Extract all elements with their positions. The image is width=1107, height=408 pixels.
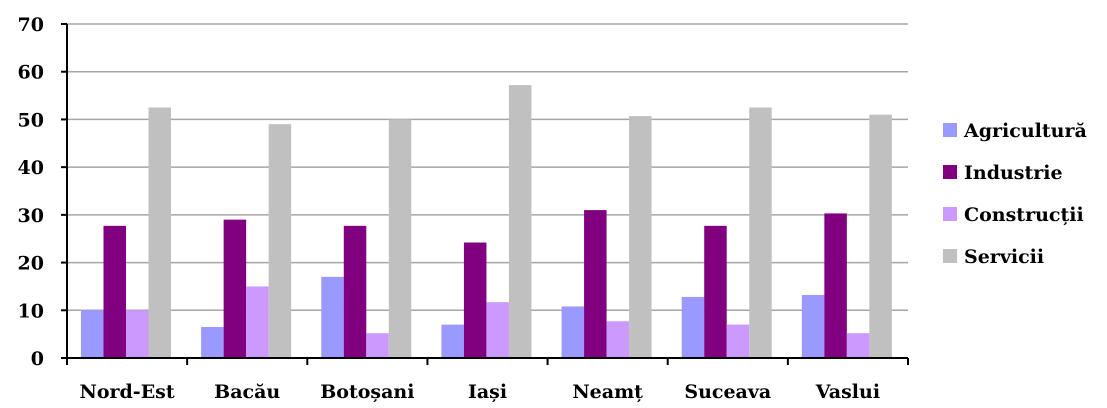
legend: Agricultură Industrie Construcții Servicii xyxy=(943,120,1087,268)
y-tick-label: 60 xyxy=(18,62,44,84)
x-category-label: Bacău xyxy=(214,381,280,403)
bar xyxy=(629,116,652,359)
bars xyxy=(81,85,892,359)
bar xyxy=(223,219,247,358)
bar xyxy=(846,333,870,358)
y-tick-label: 0 xyxy=(31,348,44,370)
x-category-label: Vaslui xyxy=(815,381,880,403)
bar xyxy=(486,302,509,358)
bar xyxy=(824,213,847,358)
legend-label: Construcții xyxy=(964,204,1084,226)
bar xyxy=(704,225,727,358)
bar xyxy=(606,321,630,358)
bar xyxy=(268,124,292,358)
bar xyxy=(441,324,464,358)
axes: 0 10 20 30 40 50 60 70 Nord-Est Bacău Botoșani Iași… xyxy=(18,14,909,403)
legend-label: Servicii xyxy=(964,246,1044,268)
x-category-label: Suceava xyxy=(684,381,771,403)
bar xyxy=(726,324,750,358)
legend-swatch xyxy=(943,123,957,137)
bar xyxy=(148,107,171,358)
legend-label: Agricultură xyxy=(963,120,1087,142)
bar xyxy=(749,107,772,358)
y-tick-label: 40 xyxy=(18,157,44,179)
y-tick-label: 20 xyxy=(18,253,44,275)
bar xyxy=(869,114,892,359)
bar xyxy=(561,306,585,358)
bar xyxy=(366,333,389,358)
bar xyxy=(463,242,487,358)
x-category-label: Neamț xyxy=(572,381,643,403)
x-category-label: Botoșani xyxy=(320,381,414,403)
bar xyxy=(201,326,224,358)
legend-swatch xyxy=(943,249,957,263)
legend-swatch xyxy=(943,207,957,221)
bar xyxy=(126,310,149,358)
bar xyxy=(801,295,825,358)
y-tick-label: 50 xyxy=(18,109,44,131)
bar xyxy=(388,119,412,358)
gridlines xyxy=(67,23,908,312)
legend-swatch xyxy=(943,165,957,179)
legend-label: Industrie xyxy=(964,162,1063,184)
bar xyxy=(508,85,532,359)
y-tick-label: 30 xyxy=(18,205,44,227)
bar xyxy=(681,296,705,358)
x-category-label: Iași xyxy=(468,381,507,403)
y-tick-label: 70 xyxy=(18,14,44,36)
x-category-label: Nord-Est xyxy=(79,381,174,403)
bar xyxy=(343,225,367,358)
y-tick-label: 10 xyxy=(18,300,44,322)
bar xyxy=(584,210,607,358)
bar xyxy=(321,276,344,358)
bar xyxy=(103,225,126,358)
bar xyxy=(81,310,104,358)
bar xyxy=(246,286,269,358)
